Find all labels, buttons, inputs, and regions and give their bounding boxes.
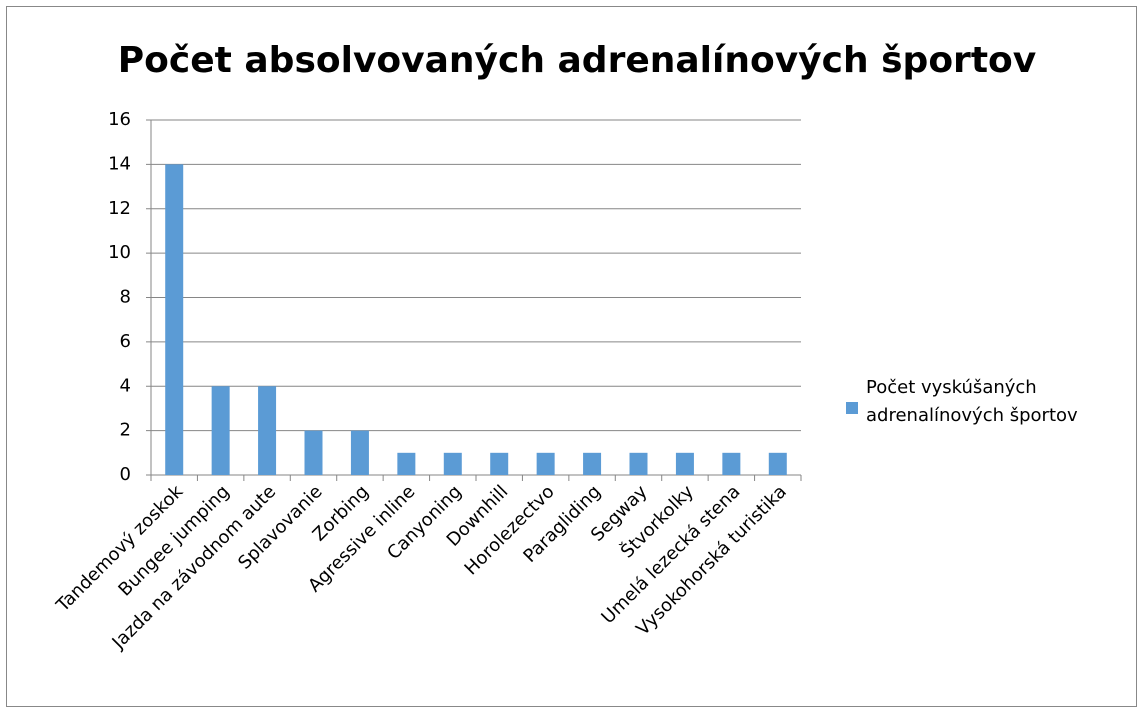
y-tick-label: 2 [120, 420, 131, 441]
bar [258, 386, 277, 475]
bar [490, 452, 509, 475]
y-tick-label: 8 [120, 287, 131, 308]
bar [629, 452, 648, 475]
bar [165, 164, 184, 475]
bar [304, 430, 323, 475]
bar [768, 452, 787, 475]
y-tick-label: 4 [120, 375, 131, 396]
y-tick-label: 6 [120, 331, 131, 352]
bar [722, 452, 741, 475]
legend-swatch [846, 402, 858, 414]
y-tick-label: 10 [108, 242, 131, 263]
chart-title: Počet absolvovaných adrenalínových šport… [118, 40, 1036, 81]
bar [675, 452, 694, 475]
bar [211, 386, 230, 475]
legend-label: Počet vyskúšaných adrenalínových športov [866, 377, 1078, 426]
y-tick-label: 16 [108, 109, 131, 130]
bar [397, 452, 416, 475]
bar [536, 452, 555, 475]
chart-frame [6, 6, 1137, 707]
bar [443, 452, 462, 475]
bar [350, 430, 369, 475]
y-tick-label: 12 [108, 198, 131, 219]
y-tick-label: 0 [120, 464, 131, 485]
bar [583, 452, 602, 475]
y-tick-label: 14 [108, 153, 131, 174]
legend: Počet vyskúšaných adrenalínových športov [846, 374, 1086, 430]
